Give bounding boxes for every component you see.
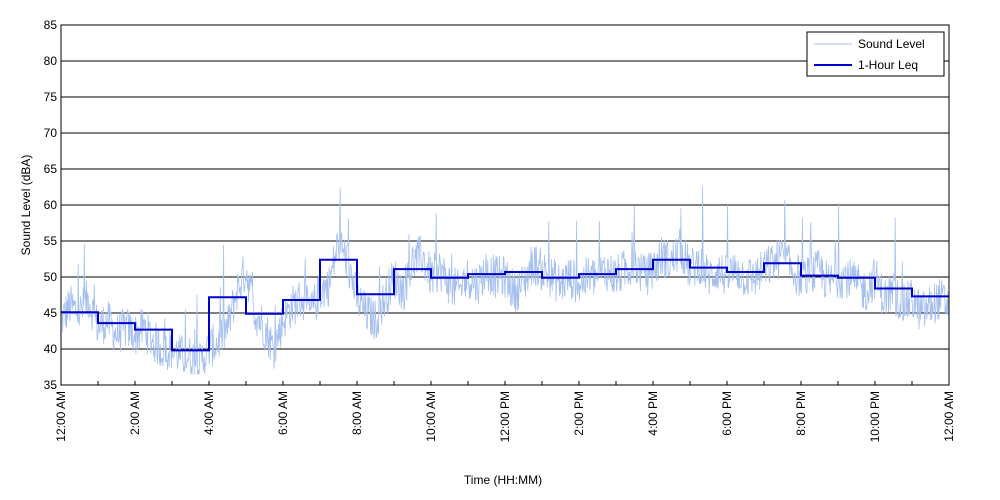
y-tick-label: 65 <box>44 162 58 176</box>
y-tick-label: 55 <box>44 234 58 248</box>
y-tick-label: 35 <box>44 378 58 392</box>
gridlines <box>61 60 949 350</box>
legend: Sound Level 1-Hour Leq <box>806 31 945 77</box>
x-tick-label: 4:00 AM <box>202 391 216 435</box>
y-axis-label: Sound Level (dBA) <box>19 155 33 256</box>
y-tick-label: 85 <box>44 18 58 32</box>
x-axis-label: Time (HH:MM) <box>464 473 542 487</box>
y-tick-label: 50 <box>44 270 58 284</box>
y-tick-label: 75 <box>44 90 58 104</box>
plot-frame <box>60 24 950 386</box>
x-tick-label: 4:00 PM <box>646 391 660 436</box>
x-tick-label: 8:00 AM <box>350 391 364 435</box>
x-tick-label: 10:00 PM <box>868 391 882 442</box>
series-group <box>60 186 950 375</box>
x-axis-ticks: 12:00 AM 2:00 AM 4:00 AM 6:00 AM 8:00 AM 10:0… <box>54 381 956 442</box>
x-tick-label: 6:00 PM <box>720 391 734 436</box>
legend-label-sound-level: Sound Level <box>858 37 925 51</box>
y-tick-label: 70 <box>44 126 58 140</box>
x-tick-label: 12:00 PM <box>498 391 512 442</box>
series-line-1-hour-leq <box>61 258 949 352</box>
x-tick-label: 6:00 AM <box>276 391 290 435</box>
y-tick-label: 45 <box>44 306 58 320</box>
series-line-sound-level <box>60 186 950 375</box>
x-tick-label: 8:00 PM <box>794 391 808 436</box>
y-tick-label: 60 <box>44 198 58 212</box>
legend-label-1-hour-leq: 1-Hour Leq <box>858 58 918 72</box>
x-tick-label: 2:00 PM <box>572 391 586 436</box>
x-tick-label: 10:00 AM <box>424 391 438 442</box>
x-tick-label: 2:00 AM <box>128 391 142 435</box>
y-tick-label: 40 <box>44 342 58 356</box>
y-axis-ticks: 35 40 45 50 55 60 65 70 75 80 85 <box>44 18 65 392</box>
legend-box <box>806 31 945 77</box>
x-tick-label: 12:00 AM <box>942 391 956 442</box>
x-tick-label: 12:00 AM <box>54 391 68 442</box>
y-tick-label: 80 <box>44 54 58 68</box>
